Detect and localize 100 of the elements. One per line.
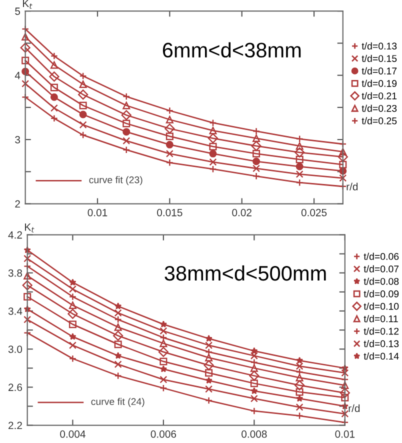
point <box>205 354 213 362</box>
annotation: curve fit (23) <box>89 176 142 186</box>
x-tick-label: 0.025 <box>301 208 327 216</box>
point <box>50 93 58 101</box>
point <box>24 292 32 300</box>
point <box>296 374 304 382</box>
point <box>114 352 122 359</box>
legend-label: t/d=0.21 <box>362 92 397 100</box>
point <box>296 142 304 150</box>
point <box>164 124 175 134</box>
point <box>166 116 174 124</box>
point <box>122 137 130 145</box>
point <box>160 340 168 348</box>
annotation: 38mm<d<500mm <box>164 265 326 281</box>
x-tick-label: 0.01 <box>88 208 108 216</box>
point <box>79 121 87 129</box>
x-tick-label: 0.006 <box>150 430 176 438</box>
legend-label: t/d=0.19 <box>362 80 397 87</box>
point <box>50 84 58 92</box>
y-tick-label: 3.0 <box>8 346 22 353</box>
point <box>68 302 76 310</box>
point <box>160 376 168 384</box>
point <box>341 410 349 418</box>
point <box>122 102 130 110</box>
point <box>114 340 122 348</box>
point <box>252 150 260 158</box>
y-tick-label: 3.4 <box>8 307 22 315</box>
point <box>22 56 30 64</box>
point <box>341 394 349 402</box>
point <box>338 152 348 162</box>
y-axis-title: K$_{t}$ <box>25 224 34 232</box>
point <box>121 110 132 120</box>
x-tick-label: 0.02 <box>232 208 252 216</box>
point <box>250 347 258 354</box>
legend-label: t/d=0.09 <box>364 290 399 298</box>
point <box>79 80 87 88</box>
legend-label: t/d=0.08 <box>364 278 399 285</box>
point <box>69 278 76 286</box>
point <box>79 102 87 110</box>
point <box>158 346 168 357</box>
point <box>24 254 32 262</box>
x-axis-title: r/d <box>348 404 360 412</box>
y-tick-label: 4.2 <box>8 231 22 239</box>
point <box>294 380 305 390</box>
annotation: 6mm<d<38mm <box>162 42 301 58</box>
point <box>209 126 217 134</box>
point <box>79 110 87 118</box>
point <box>296 388 304 396</box>
y-tick-label: 3 <box>15 136 20 144</box>
x-tick-label: 0.015 <box>157 208 182 216</box>
point <box>209 142 217 150</box>
point <box>250 364 258 372</box>
point <box>250 387 258 394</box>
point <box>114 302 122 310</box>
point <box>339 174 347 182</box>
point <box>204 360 214 370</box>
point <box>339 148 347 156</box>
point <box>296 162 304 170</box>
legend-label: t/d=0.15 <box>362 54 397 62</box>
y-tick-label: 3.8 <box>8 269 22 277</box>
point <box>205 385 213 393</box>
point <box>122 120 130 128</box>
y-tick-label: 2.2 <box>8 422 22 430</box>
point <box>251 140 262 152</box>
point <box>68 320 76 328</box>
point <box>296 170 304 178</box>
legend-label: t/d=0.14 <box>364 352 399 360</box>
point <box>114 323 122 331</box>
legend-label: t/d=0.07 <box>364 265 399 272</box>
point <box>294 147 305 158</box>
point <box>340 388 350 398</box>
point <box>296 394 304 402</box>
point <box>68 342 76 350</box>
y-axis-title: K$_{t}$ <box>23 0 32 9</box>
point <box>166 140 174 148</box>
point <box>50 61 58 69</box>
point <box>252 164 260 172</box>
point <box>160 358 168 366</box>
annotation: curve fit (24) <box>91 398 144 407</box>
point <box>250 380 258 388</box>
legend-label: t/d=0.25 <box>362 117 397 124</box>
legend-label: t/d=0.10 <box>364 302 399 310</box>
legend-label: t/d=0.23 <box>362 104 397 112</box>
point <box>22 80 30 88</box>
point <box>209 150 217 158</box>
legend-label: t/d=0.11 <box>364 315 398 322</box>
point <box>114 360 122 368</box>
point <box>22 280 32 290</box>
y-tick-label: 2.6 <box>8 384 22 392</box>
point <box>166 132 174 140</box>
point <box>296 403 304 411</box>
point <box>20 42 30 53</box>
point <box>208 133 218 144</box>
legend-label: t/d=0.13 <box>364 340 399 348</box>
point <box>68 285 76 293</box>
point <box>122 128 130 136</box>
point <box>22 33 30 41</box>
point <box>24 316 32 324</box>
x-tick-label: 0.004 <box>60 430 86 438</box>
point <box>339 160 347 168</box>
